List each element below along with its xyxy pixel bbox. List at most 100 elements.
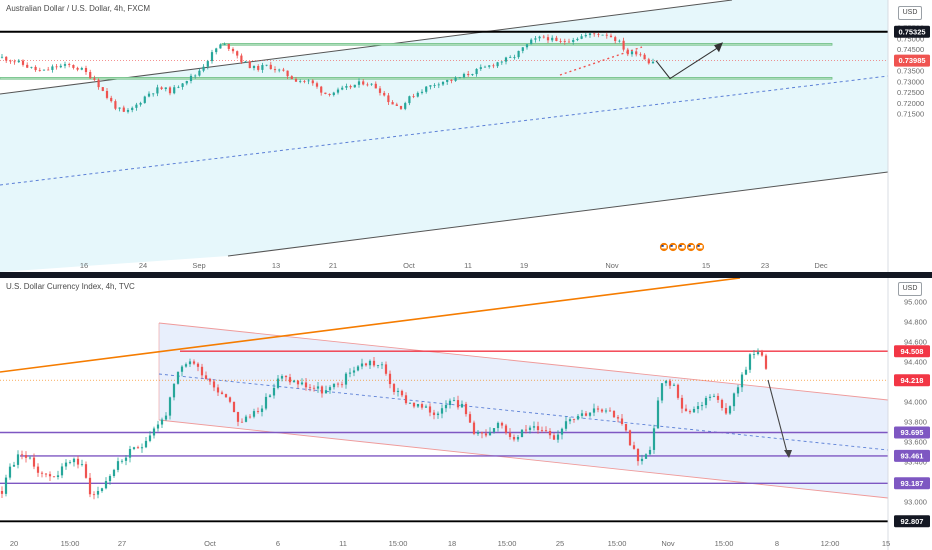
audusd-candle-body (68, 64, 71, 66)
audusd-candle-body (21, 60, 25, 65)
dxy-price-tag-3-bg (894, 426, 930, 439)
dxy-candle-body (684, 408, 688, 412)
audusd-candle-body (17, 60, 20, 63)
audusd-x-tick: 15 (702, 261, 710, 270)
dxy-chart[interactable]: 95.00094.80094.60094.40094.20094.00093.8… (0, 278, 932, 550)
audusd-candle-body (177, 86, 180, 88)
dxy-price-tag-6-bg (894, 515, 930, 528)
dxy-candle-body (592, 408, 596, 413)
audusd-candle-body (215, 48, 218, 53)
dxy-candle-body (20, 454, 24, 456)
dxy-candle-body (380, 364, 384, 366)
dxy-candle-body (348, 372, 352, 374)
dxy-x-tick: 15:00 (61, 539, 80, 548)
audusd-candle-body (567, 41, 571, 43)
audusd-candle-body (122, 107, 125, 112)
dxy-candle-body (620, 418, 624, 424)
audusd-candle-body (454, 77, 457, 81)
audusd-candle-body (332, 92, 335, 96)
audusd-candle-body (517, 50, 520, 58)
dxy-candle-body (192, 361, 196, 364)
dxy-candle-body (164, 415, 168, 420)
audusd-candle-body (299, 80, 302, 82)
audusd-chart-pane[interactable]: 0.755000.750000.745000.740000.735000.730… (0, 0, 932, 272)
audusd-candle-body (93, 78, 96, 80)
dxy-candle-body (436, 413, 440, 416)
dxy-candle-body (120, 460, 124, 462)
flag-icon-canton (661, 245, 664, 247)
audusd-candle-body (5, 56, 8, 61)
audusd-candle-body (488, 65, 491, 67)
dxy-candle-body (360, 363, 364, 367)
audusd-candle-body (139, 102, 142, 105)
dxy-candle-body (644, 454, 648, 459)
audusd-candle-body (404, 103, 407, 109)
dxy-candle-body (600, 409, 604, 412)
audusd-candle-body (156, 87, 159, 94)
audusd-candle-body (236, 51, 239, 56)
dxy-candle-body (144, 440, 148, 448)
audusd-candle-body (303, 80, 306, 82)
dxy-candle-body (52, 476, 56, 478)
audusd-candle-body (366, 84, 369, 86)
dxy-price-tag-4-bg (894, 449, 930, 462)
pane-divider[interactable] (0, 272, 932, 278)
dxy-candle-body (232, 401, 236, 413)
audusd-candle-body (240, 55, 243, 63)
dxy-candle-body (752, 354, 756, 355)
dxy-candle-body (416, 404, 420, 407)
dxy-y-tick: 93.800 (904, 418, 927, 427)
dxy-candle-body (480, 432, 484, 434)
dxy-candle-body (624, 423, 628, 431)
audusd-candle-body (114, 101, 117, 109)
dxy-x-tick: 25 (556, 539, 564, 548)
dxy-candle-body (636, 448, 640, 462)
audusd-y-tick: 0.72500 (897, 88, 924, 97)
audusd-candle-body (345, 86, 348, 88)
dxy-x-tick: 11 (339, 539, 347, 548)
dxy-candle-body (208, 378, 212, 382)
dxy-candle-body (488, 432, 492, 436)
dxy-price-tag-1: 94.508 (901, 347, 924, 356)
dxy-candle-body (152, 428, 156, 436)
dxy-candle-body (296, 380, 300, 385)
dxy-candle-body (8, 466, 12, 478)
dxy-candle-body (608, 410, 612, 412)
audusd-candle-body (588, 33, 592, 36)
dxy-candle-body (148, 435, 152, 441)
flag-icon-canton (697, 245, 700, 247)
dxy-candle-body (596, 408, 600, 410)
audusd-candle-body (525, 44, 529, 48)
dxy-chart-pane[interactable]: 95.00094.80094.60094.40094.20094.00093.8… (0, 278, 932, 550)
audusd-candle-body (63, 64, 67, 66)
dxy-candle-body (44, 473, 48, 475)
dxy-candle-body (564, 421, 568, 429)
audusd-candle-body (59, 65, 62, 68)
dxy-candle-body (516, 437, 520, 440)
audusd-candle-body (374, 83, 377, 89)
dxy-candle-body (384, 364, 388, 374)
dxy-candle-body (668, 380, 672, 386)
dxy-candle-body (492, 428, 496, 433)
audusd-candle-body (412, 96, 415, 98)
dxy-price-tag-5: 93.187 (901, 479, 924, 488)
audusd-candle-body (286, 70, 289, 77)
audusd-currency-badge[interactable]: USD (898, 6, 922, 20)
audusd-chart[interactable]: 0.755000.750000.745000.740000.735000.730… (0, 0, 932, 272)
dxy-candle-body (660, 383, 664, 401)
dxy-x-tick: 6 (276, 539, 280, 548)
audusd-candle-body (278, 69, 281, 71)
dxy-candle-body (728, 406, 732, 414)
audusd-candle-body (504, 57, 508, 62)
dxy-orange-trendline (0, 278, 741, 373)
audusd-y-tick: 0.74500 (897, 45, 924, 54)
audusd-title-source: FXCM (127, 4, 151, 13)
audusd-candle-body (622, 40, 625, 50)
audusd-candle-body (135, 104, 138, 108)
audusd-candle-body (30, 66, 33, 68)
dxy-candle-body (548, 431, 552, 436)
dxy-candle-body (472, 422, 476, 434)
dxy-candle-body (500, 422, 504, 426)
dxy-currency-badge[interactable]: USD (898, 282, 922, 296)
audusd-candle-body (618, 40, 621, 42)
